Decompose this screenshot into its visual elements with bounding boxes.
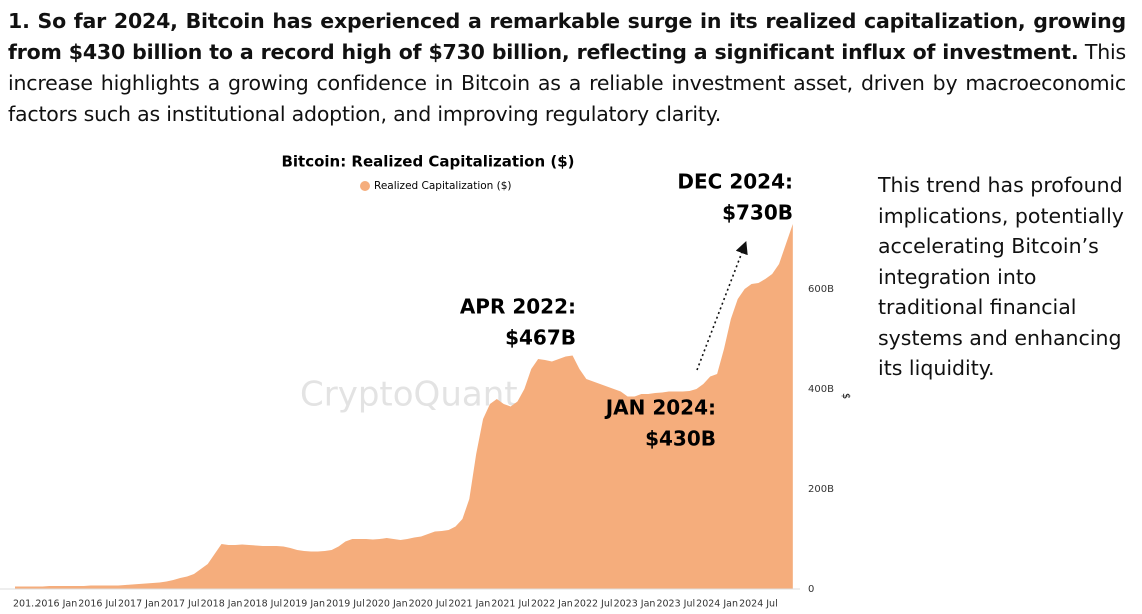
- y-tick-label: 600B: [808, 284, 834, 295]
- annotation-value: $730B: [722, 201, 793, 225]
- x-tick-label: 2021 Jul: [491, 599, 530, 610]
- y-axis-title: $: [840, 393, 851, 399]
- chart-title: Bitcoin: Realized Capitalization ($): [281, 153, 574, 171]
- x-tick-label: 2016 Jul: [78, 599, 117, 610]
- annotation-date: APR 2022:: [460, 295, 576, 319]
- x-tick-label: 2024 Jul: [739, 599, 778, 610]
- x-tick-label: 2019 Jul: [326, 599, 365, 610]
- x-tick-label: 2024 Jan: [696, 599, 738, 610]
- paragraph: 1. So far 2024, Bitcoin has experienced …: [8, 6, 1126, 130]
- x-tick-label: 2018 Jan: [201, 599, 243, 610]
- body-text: This increase highlights a growing confi…: [8, 40, 1126, 126]
- x-tick-label: 2019 Jan: [283, 599, 325, 610]
- x-tick-label: 2021 Jan: [448, 599, 490, 610]
- x-tick-label: 2023 Jul: [656, 599, 695, 610]
- watermark: CryptoQuant: [300, 375, 518, 415]
- x-tick-label: 2017 Jan: [118, 599, 160, 610]
- x-tick-label: 2018 Jul: [243, 599, 282, 610]
- arrow: [696, 241, 748, 371]
- legend-swatch: [360, 181, 370, 191]
- chart: CryptoQuant Bitcoin: Realized Capitaliza…: [0, 153, 851, 610]
- y-tick-label: 400B: [808, 384, 834, 395]
- x-tick-label: 2020 Jul: [409, 599, 448, 610]
- x-tick-label: 2022 Jan: [531, 599, 573, 610]
- y-tick-label: 200B: [808, 484, 834, 495]
- x-tick-label: 2016 Jan: [35, 599, 77, 610]
- x-tick-label: 2020 Jan: [366, 599, 408, 610]
- side-text: This trend has profound implications, po…: [878, 173, 1124, 380]
- x-tick-label: 2017 Jul: [161, 599, 200, 610]
- bold-text: 1. So far 2024, Bitcoin has experienced …: [8, 9, 1126, 64]
- x-tick-label: 201...: [13, 599, 40, 610]
- annotation-value: $467B: [505, 326, 576, 350]
- annotation-date: JAN 2024:: [604, 396, 716, 420]
- annotation-value: $430B: [645, 427, 716, 451]
- legend-label: Realized Capitalization ($): [374, 180, 512, 192]
- area: [15, 224, 793, 589]
- annotation-date: DEC 2024:: [677, 170, 793, 194]
- x-tick-label: 2022 Jul: [574, 599, 613, 610]
- y-tick-label: 0: [808, 584, 814, 595]
- x-tick-label: 2023 Jan: [614, 599, 656, 610]
